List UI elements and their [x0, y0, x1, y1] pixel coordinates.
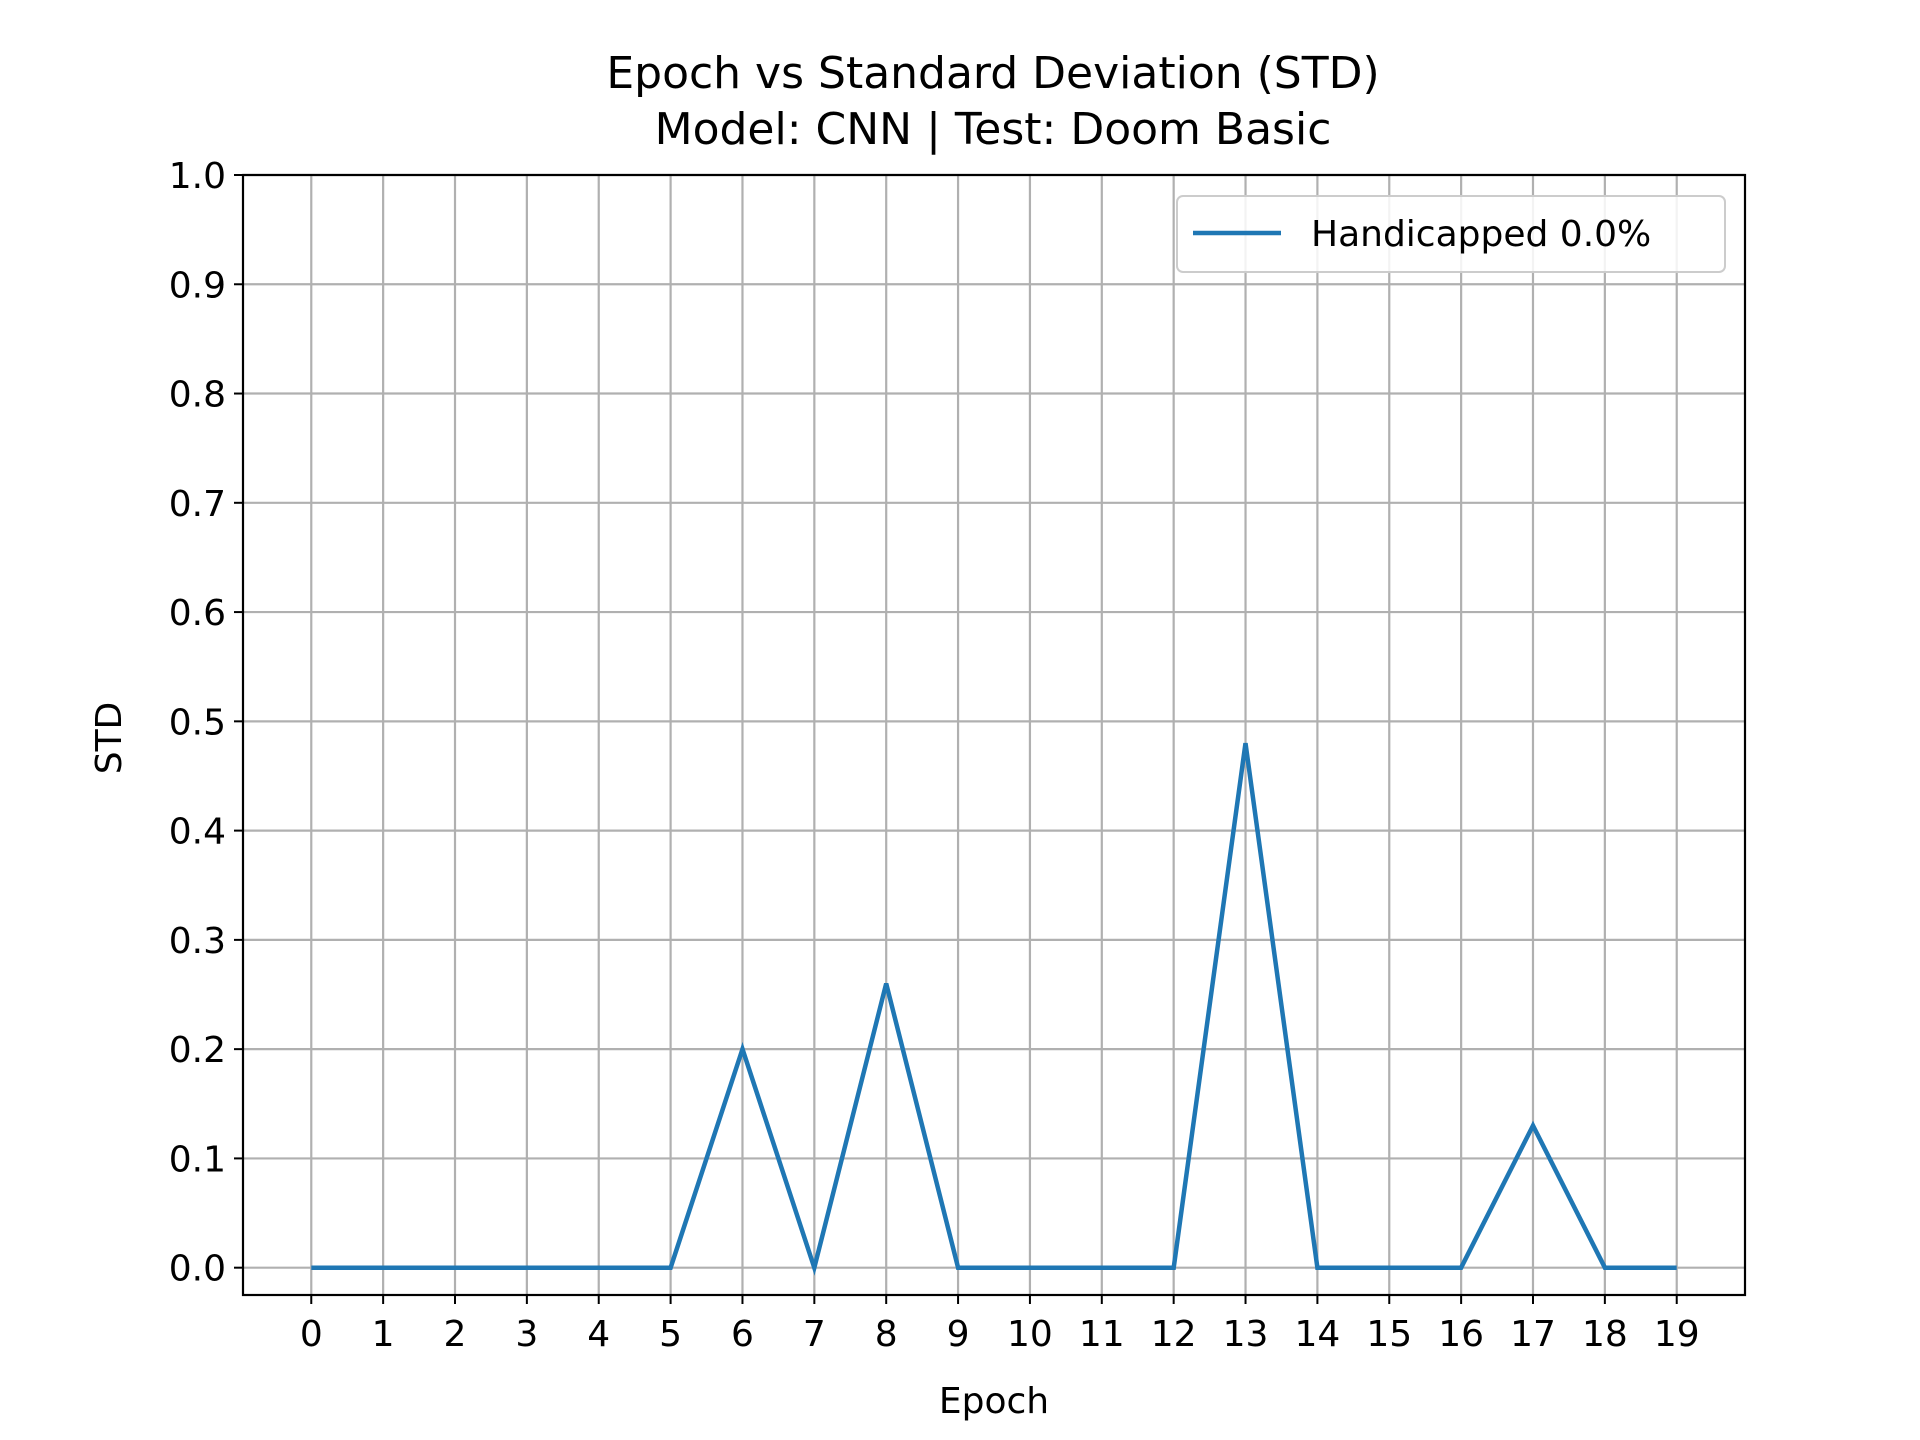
x-tick-label: 17: [1510, 1314, 1556, 1355]
x-tick-label: 11: [1079, 1314, 1125, 1355]
legend: Handicapped 0.0%: [1176, 195, 1726, 273]
y-tick-label: 0.3: [169, 921, 226, 962]
y-axis-label: STD: [89, 702, 130, 775]
plot-frame: [241, 173, 1747, 1297]
x-ticks: 0 1 2 3 4 5 6 7 8 9 10 11 12 13 14 15 16 17 18 19: [300, 1295, 1700, 1355]
series-line: [311, 742, 1677, 1276]
series-layer: [311, 742, 1677, 1276]
y-tick-label: 0.4: [169, 812, 226, 853]
x-tick-label: 5: [659, 1314, 682, 1355]
x-tick-label: 19: [1654, 1314, 1700, 1355]
x-tick-label: 3: [515, 1314, 538, 1355]
x-tick-label: 16: [1438, 1314, 1484, 1355]
x-tick-label: 12: [1151, 1314, 1197, 1355]
x-tick-label: 10: [1007, 1314, 1053, 1355]
x-tick-label: 14: [1294, 1314, 1340, 1355]
x-tick-label: 7: [803, 1314, 826, 1355]
y-tick-label: 1.0: [169, 156, 226, 197]
x-tick-label: 1: [372, 1314, 395, 1355]
chart-title: Epoch vs Standard Deviation (STD): [606, 48, 1379, 99]
x-tick-label: 13: [1223, 1314, 1269, 1355]
x-tick-label: 0: [300, 1314, 323, 1355]
y-tick-label: 0.6: [169, 593, 226, 634]
x-tick-label: 8: [875, 1314, 898, 1355]
legend-box: [1176, 195, 1726, 273]
grid-layer: [243, 173, 1745, 1295]
x-tick-label: 4: [587, 1314, 610, 1355]
y-tick-label: 0.8: [169, 375, 226, 416]
y-tick-label: 0.1: [169, 1139, 226, 1180]
x-tick-label: 6: [731, 1314, 754, 1355]
x-tick-label: 15: [1366, 1314, 1412, 1355]
x-tick-label: 9: [947, 1314, 970, 1355]
y-tick-label: 0.5: [169, 702, 226, 743]
y-tick-label: 0.7: [169, 484, 226, 525]
y-tick-label: 0.0: [169, 1249, 226, 1290]
chart-subtitle: Model: CNN | Test: Doom Basic: [655, 104, 1332, 155]
x-tick-label: 2: [444, 1314, 467, 1355]
y-tick-label: 0.2: [169, 1030, 226, 1071]
legend-label: Handicapped 0.0%: [1311, 214, 1651, 255]
x-axis-label: Epoch: [939, 1381, 1049, 1422]
y-tick-label: 0.9: [169, 265, 226, 306]
x-tick-label: 18: [1582, 1314, 1628, 1355]
y-ticks: 0.0 0.1 0.2 0.3 0.4 0.5 0.6 0.7 0.8 0.9 1.0: [169, 156, 243, 1290]
